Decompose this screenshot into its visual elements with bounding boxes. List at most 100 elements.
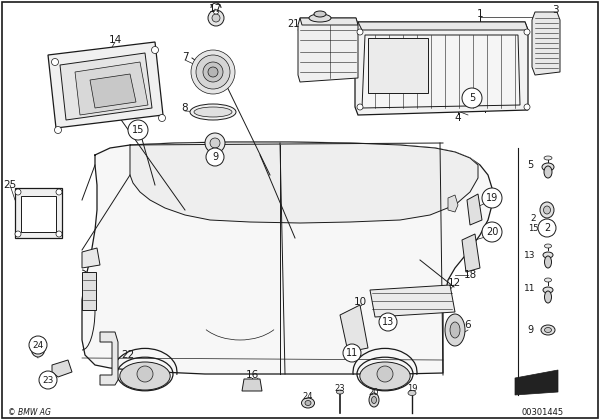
Polygon shape: [242, 379, 262, 391]
Ellipse shape: [544, 156, 552, 160]
Ellipse shape: [369, 393, 379, 407]
Ellipse shape: [408, 391, 416, 396]
Ellipse shape: [120, 362, 170, 390]
Circle shape: [482, 222, 502, 242]
Circle shape: [15, 189, 21, 195]
Ellipse shape: [541, 325, 555, 335]
Polygon shape: [532, 12, 560, 75]
Ellipse shape: [190, 104, 236, 120]
Ellipse shape: [309, 14, 331, 22]
Circle shape: [56, 189, 62, 195]
Polygon shape: [130, 142, 478, 223]
Ellipse shape: [450, 322, 460, 338]
Text: 6: 6: [464, 320, 472, 330]
Ellipse shape: [543, 287, 553, 293]
Text: 13: 13: [382, 317, 394, 327]
Text: 22: 22: [121, 350, 134, 360]
Text: 10: 10: [353, 297, 367, 307]
Circle shape: [462, 88, 482, 108]
Polygon shape: [515, 370, 558, 395]
Ellipse shape: [31, 339, 45, 357]
Text: 19: 19: [407, 383, 417, 393]
Ellipse shape: [194, 107, 232, 117]
Circle shape: [128, 120, 148, 140]
Ellipse shape: [543, 252, 553, 258]
Text: 16: 16: [245, 370, 259, 380]
Text: © BMW AG: © BMW AG: [8, 407, 51, 417]
Polygon shape: [90, 74, 136, 108]
Text: 2: 2: [544, 223, 550, 233]
Ellipse shape: [545, 328, 551, 333]
Circle shape: [538, 219, 556, 237]
Polygon shape: [362, 35, 520, 108]
Polygon shape: [340, 305, 368, 352]
Polygon shape: [82, 142, 492, 374]
Ellipse shape: [544, 206, 551, 214]
Text: 12: 12: [448, 278, 461, 288]
Polygon shape: [52, 360, 72, 377]
Polygon shape: [467, 194, 482, 225]
Ellipse shape: [214, 10, 218, 14]
Text: 3: 3: [551, 5, 559, 15]
Text: 1: 1: [476, 9, 484, 19]
Ellipse shape: [35, 344, 41, 352]
Circle shape: [379, 313, 397, 331]
Circle shape: [524, 29, 530, 35]
Text: 7: 7: [182, 52, 188, 62]
Polygon shape: [21, 196, 56, 232]
Ellipse shape: [360, 362, 410, 390]
Circle shape: [212, 14, 220, 22]
Circle shape: [343, 344, 361, 362]
Polygon shape: [48, 42, 163, 128]
Circle shape: [191, 50, 235, 94]
Polygon shape: [298, 18, 358, 82]
Polygon shape: [448, 195, 458, 212]
Polygon shape: [355, 22, 528, 115]
Text: 4: 4: [455, 113, 461, 123]
Polygon shape: [358, 22, 528, 30]
Polygon shape: [370, 285, 455, 317]
Circle shape: [55, 126, 62, 134]
Polygon shape: [100, 332, 118, 385]
Circle shape: [357, 104, 363, 110]
Text: 19: 19: [486, 193, 498, 203]
Ellipse shape: [445, 314, 465, 346]
Circle shape: [205, 133, 225, 153]
Circle shape: [15, 231, 21, 237]
Polygon shape: [60, 53, 152, 120]
Ellipse shape: [545, 278, 551, 282]
Text: 23: 23: [335, 383, 346, 393]
Text: 5: 5: [469, 93, 475, 103]
Circle shape: [196, 55, 230, 89]
Ellipse shape: [545, 244, 551, 248]
Text: 23: 23: [43, 375, 53, 384]
Text: 5: 5: [527, 160, 533, 170]
Text: 2: 2: [530, 213, 536, 223]
Ellipse shape: [544, 166, 552, 178]
Text: 24: 24: [32, 341, 44, 349]
Text: 14: 14: [109, 35, 122, 45]
Text: 9: 9: [212, 152, 218, 162]
Ellipse shape: [305, 401, 311, 405]
Circle shape: [137, 366, 153, 382]
Text: 25: 25: [4, 180, 17, 190]
Polygon shape: [82, 248, 100, 268]
Ellipse shape: [337, 390, 344, 394]
Polygon shape: [15, 188, 62, 238]
Circle shape: [524, 104, 530, 110]
Circle shape: [52, 58, 59, 66]
Text: 11: 11: [346, 348, 358, 358]
Circle shape: [203, 62, 223, 82]
Text: 8: 8: [182, 103, 188, 113]
Text: 20: 20: [369, 388, 379, 396]
Bar: [368, 38, 428, 93]
Circle shape: [151, 47, 158, 53]
Circle shape: [357, 29, 363, 35]
Text: 15: 15: [132, 125, 144, 135]
Circle shape: [208, 67, 218, 77]
Bar: [82, 272, 96, 310]
Ellipse shape: [302, 398, 314, 408]
Ellipse shape: [540, 202, 554, 218]
Text: 15: 15: [528, 223, 538, 233]
Circle shape: [29, 336, 47, 354]
